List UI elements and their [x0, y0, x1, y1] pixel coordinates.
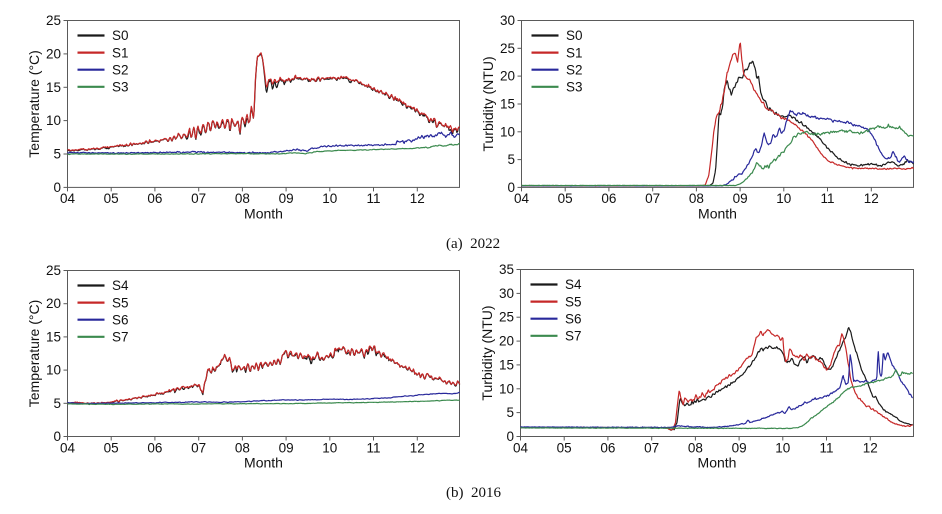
svg-text:S3: S3 — [112, 80, 129, 95]
svg-text:12: 12 — [863, 440, 878, 455]
svg-text:S4: S4 — [565, 277, 582, 292]
svg-text:10: 10 — [499, 381, 514, 396]
svg-text:06: 06 — [147, 191, 162, 206]
svg-text:08: 08 — [235, 440, 250, 455]
svg-text:05: 05 — [104, 191, 119, 206]
svg-text:06: 06 — [147, 440, 162, 455]
svg-text:Turbidity (NTU): Turbidity (NTU) — [480, 56, 496, 151]
svg-text:15: 15 — [500, 97, 515, 112]
svg-text:S5: S5 — [112, 295, 129, 310]
svg-text:S1: S1 — [112, 45, 129, 60]
svg-text:09: 09 — [732, 440, 747, 455]
svg-text:S5: S5 — [565, 294, 582, 309]
svg-text:11: 11 — [366, 440, 380, 455]
svg-text:25: 25 — [500, 41, 515, 56]
svg-text:30: 30 — [500, 13, 515, 28]
svg-text:S7: S7 — [112, 330, 129, 345]
svg-text:09: 09 — [279, 191, 294, 206]
svg-text:20: 20 — [46, 296, 61, 311]
svg-text:S1: S1 — [566, 45, 583, 60]
svg-text:04: 04 — [513, 440, 529, 455]
svg-text:08: 08 — [689, 191, 704, 206]
svg-text:5: 5 — [53, 147, 61, 162]
svg-text:S0: S0 — [566, 28, 583, 43]
svg-text:10: 10 — [776, 191, 791, 206]
svg-text:10: 10 — [775, 440, 790, 455]
svg-text:04: 04 — [60, 191, 76, 206]
svg-text:11: 11 — [820, 191, 834, 206]
svg-text:06: 06 — [601, 191, 616, 206]
svg-text:07: 07 — [191, 440, 206, 455]
svg-text:Turbidity (NTU): Turbidity (NTU) — [479, 305, 495, 400]
svg-text:S6: S6 — [112, 312, 129, 327]
svg-text:05: 05 — [558, 191, 573, 206]
svg-text:Temperature (°C): Temperature (°C) — [26, 300, 42, 408]
svg-text:Month: Month — [698, 455, 737, 471]
svg-text:25: 25 — [46, 13, 61, 28]
svg-text:04: 04 — [60, 440, 76, 455]
svg-text:5: 5 — [506, 405, 514, 420]
svg-text:Temperature (°C): Temperature (°C) — [26, 50, 42, 158]
svg-text:S2: S2 — [566, 62, 583, 77]
svg-text:5: 5 — [507, 152, 515, 167]
svg-text:12: 12 — [410, 191, 425, 206]
svg-text:10: 10 — [46, 363, 61, 378]
svg-text:0: 0 — [53, 429, 61, 444]
svg-text:S4: S4 — [112, 278, 129, 293]
svg-text:11: 11 — [366, 191, 380, 206]
svg-text:05: 05 — [104, 440, 119, 455]
svg-text:09: 09 — [279, 440, 294, 455]
svg-text:09: 09 — [733, 191, 748, 206]
svg-text:12: 12 — [864, 191, 879, 206]
svg-text:07: 07 — [191, 191, 206, 206]
svg-text:07: 07 — [644, 440, 659, 455]
svg-text:30: 30 — [499, 286, 514, 301]
svg-text:10: 10 — [46, 113, 61, 128]
svg-text:11: 11 — [819, 440, 833, 455]
svg-text:20: 20 — [500, 69, 515, 84]
svg-text:S7: S7 — [565, 329, 582, 344]
svg-text:0: 0 — [53, 180, 61, 195]
svg-text:S0: S0 — [112, 28, 129, 43]
svg-text:35: 35 — [499, 262, 514, 277]
svg-text:(b) 2016: (b) 2016 — [446, 485, 501, 501]
svg-text:S2: S2 — [112, 62, 129, 77]
svg-text:08: 08 — [235, 191, 250, 206]
svg-text:20: 20 — [46, 46, 61, 61]
svg-text:15: 15 — [46, 80, 61, 95]
svg-text:0: 0 — [507, 180, 515, 195]
svg-text:10: 10 — [500, 124, 515, 139]
svg-text:S6: S6 — [565, 311, 582, 326]
svg-text:25: 25 — [46, 263, 61, 278]
svg-text:Month: Month — [698, 205, 737, 221]
svg-text:0: 0 — [506, 429, 514, 444]
svg-text:07: 07 — [645, 191, 660, 206]
svg-text:08: 08 — [688, 440, 703, 455]
svg-text:04: 04 — [514, 191, 530, 206]
svg-text:25: 25 — [499, 310, 514, 325]
svg-text:20: 20 — [499, 334, 514, 349]
svg-text:10: 10 — [322, 440, 337, 455]
svg-text:S3: S3 — [566, 80, 583, 95]
svg-text:15: 15 — [46, 329, 61, 344]
svg-text:5: 5 — [53, 396, 61, 411]
svg-text:(a) 2022: (a) 2022 — [446, 236, 500, 252]
svg-text:10: 10 — [322, 191, 337, 206]
svg-text:Month: Month — [244, 205, 283, 221]
svg-text:12: 12 — [410, 440, 425, 455]
svg-text:15: 15 — [499, 357, 514, 372]
svg-text:06: 06 — [600, 440, 615, 455]
svg-text:05: 05 — [557, 440, 572, 455]
svg-text:Month: Month — [244, 455, 283, 471]
